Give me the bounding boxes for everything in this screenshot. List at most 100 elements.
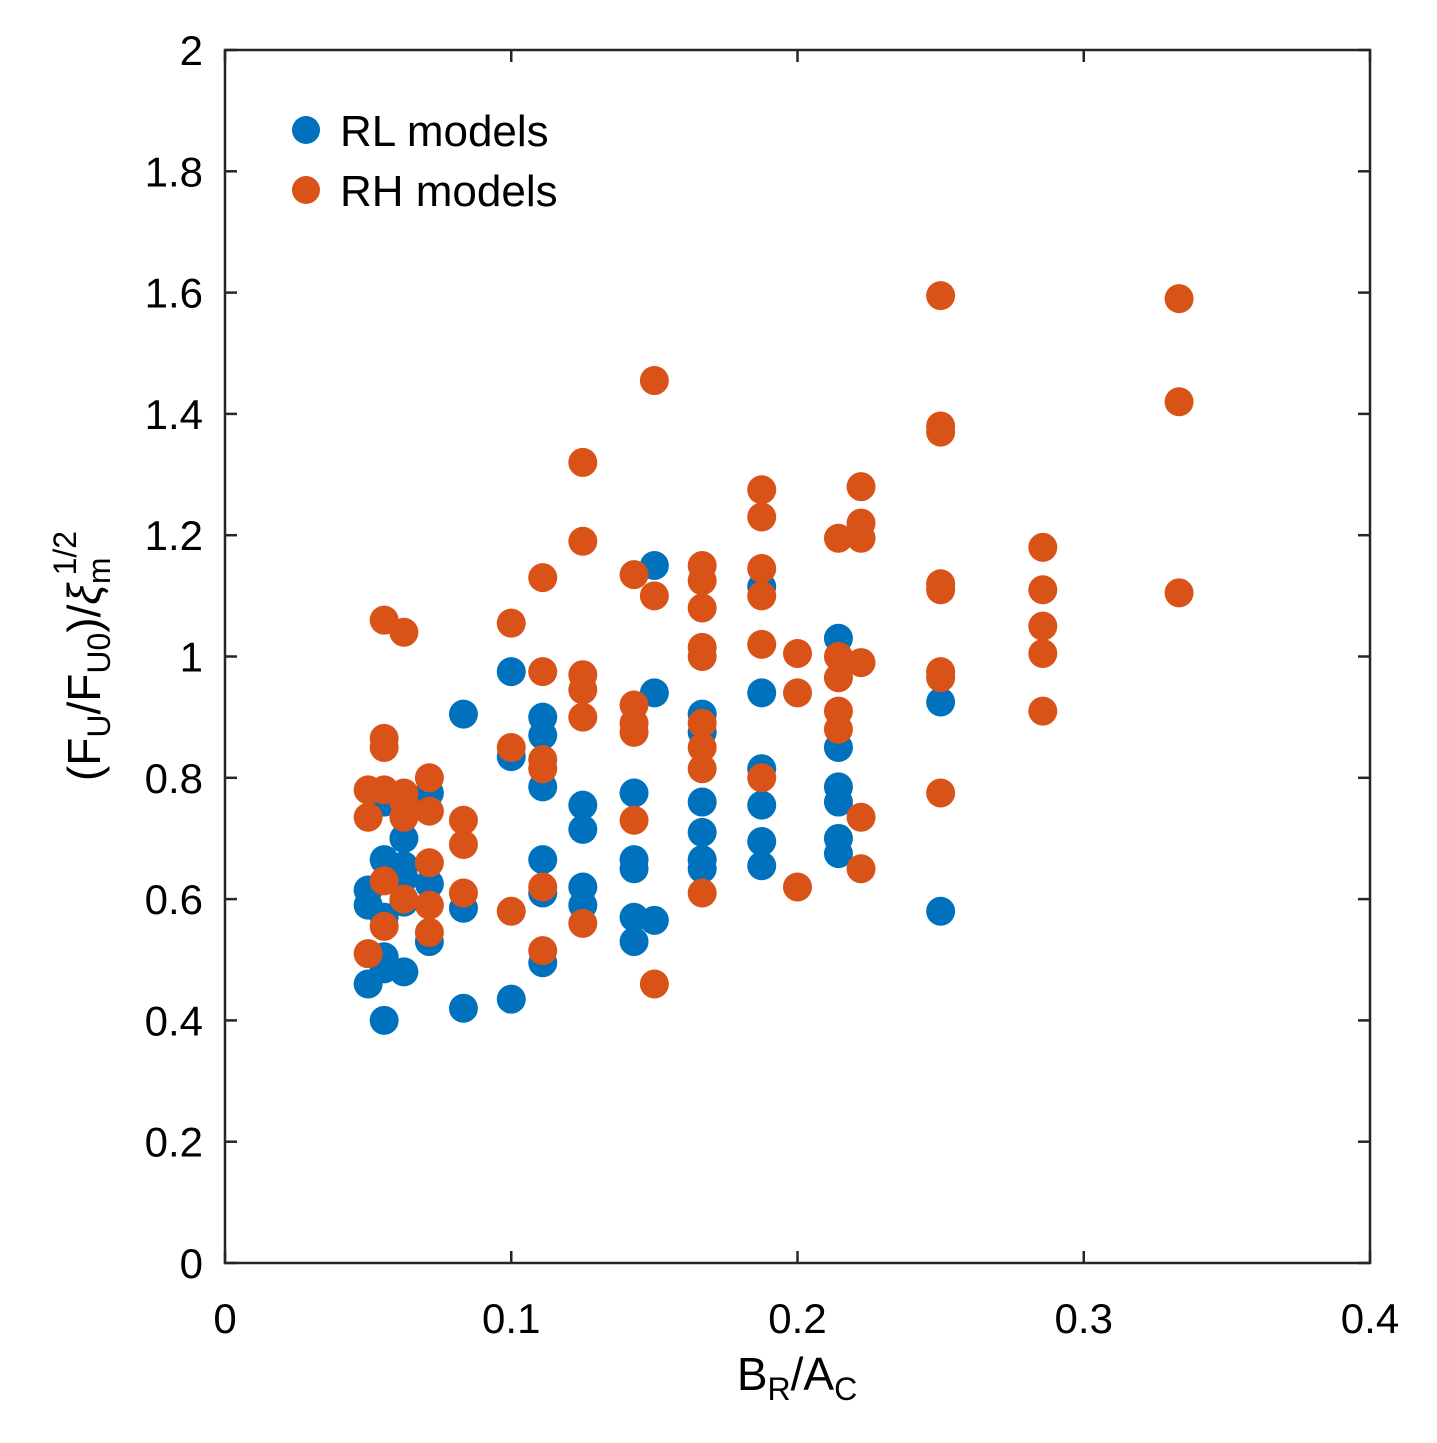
data-point xyxy=(846,523,876,553)
data-point xyxy=(353,939,383,969)
data-point xyxy=(687,642,717,671)
x-label-sub2: C xyxy=(834,1371,857,1407)
data-point xyxy=(496,984,526,1014)
data-point xyxy=(568,908,598,938)
data-point xyxy=(448,699,478,729)
data-point xyxy=(747,790,777,820)
data-point xyxy=(528,936,558,966)
data-point xyxy=(619,717,649,747)
data-point xyxy=(496,657,526,687)
y-label-sup: 1/2 xyxy=(47,531,83,575)
data-point xyxy=(414,869,444,899)
data-point xyxy=(414,890,444,920)
data-point xyxy=(783,872,812,902)
series-rh xyxy=(353,281,1194,999)
data-point xyxy=(448,993,478,1023)
y-label-sub1: U xyxy=(81,715,117,738)
data-point xyxy=(926,778,956,808)
y-label-mid2: )/ xyxy=(58,604,110,632)
data-point xyxy=(747,554,777,584)
data-point xyxy=(747,475,777,505)
y-tick-label: 0.8 xyxy=(145,755,203,802)
data-point xyxy=(823,663,853,693)
data-point xyxy=(783,678,812,708)
legend-marker-rl xyxy=(292,116,320,144)
data-points xyxy=(353,281,1194,1035)
legend-label-rl: RL models xyxy=(340,107,549,156)
data-point xyxy=(747,502,777,532)
data-point xyxy=(448,805,478,835)
x-axis-label: BR/AC xyxy=(737,1348,857,1407)
data-point xyxy=(568,814,598,844)
data-point xyxy=(823,714,853,744)
y-tick-label: 1.8 xyxy=(145,148,203,195)
data-point xyxy=(823,523,853,553)
data-point xyxy=(639,969,669,999)
axis-ticks xyxy=(223,48,1372,1265)
data-point xyxy=(926,687,956,717)
y-label-mid1: /F xyxy=(58,674,110,715)
legend-marker-rh xyxy=(292,176,320,204)
legend: RL models RH models xyxy=(292,107,558,216)
data-point xyxy=(528,872,558,902)
data-point xyxy=(414,763,444,793)
data-point xyxy=(568,526,598,556)
data-point xyxy=(369,911,399,941)
data-point xyxy=(496,608,526,638)
x-label-main: B xyxy=(737,1348,768,1400)
data-point xyxy=(1028,575,1058,605)
x-tick-label: 0 xyxy=(213,1295,236,1342)
data-point xyxy=(1028,532,1058,562)
data-point xyxy=(619,778,649,808)
data-point xyxy=(687,708,717,738)
data-point xyxy=(687,566,717,596)
data-point xyxy=(687,878,717,908)
data-point xyxy=(783,638,812,668)
data-point xyxy=(1028,611,1058,641)
data-point xyxy=(414,917,444,947)
data-point xyxy=(568,790,598,820)
data-point xyxy=(528,657,558,687)
x-label-mid: /A xyxy=(791,1348,835,1400)
data-point xyxy=(568,702,598,732)
data-point xyxy=(389,823,419,853)
data-point xyxy=(687,817,717,847)
data-point xyxy=(496,732,526,762)
data-point xyxy=(639,581,669,611)
data-point xyxy=(747,629,777,659)
legend-label-rh: RH models xyxy=(340,167,558,216)
data-point xyxy=(926,281,956,311)
y-axis-label: (FU/FU0)/ξm1/2 xyxy=(47,531,117,781)
y-label-symbol: ξ xyxy=(58,582,110,605)
data-point xyxy=(747,826,777,856)
data-point xyxy=(389,802,419,832)
data-point xyxy=(687,593,717,623)
data-point xyxy=(687,787,717,817)
data-point xyxy=(687,754,717,784)
data-point xyxy=(389,957,419,987)
data-point xyxy=(926,896,956,926)
data-point xyxy=(619,854,649,884)
x-tick-labels: 0 0.1 0.2 0.3 0.4 xyxy=(213,1295,1399,1342)
series-rl xyxy=(353,551,956,1035)
data-point xyxy=(1028,696,1058,726)
data-point xyxy=(926,417,956,447)
data-point xyxy=(846,802,876,832)
data-point xyxy=(568,447,598,477)
data-point xyxy=(1164,578,1194,608)
data-point xyxy=(619,560,649,590)
data-point xyxy=(1028,638,1058,668)
data-point xyxy=(687,732,717,762)
data-point xyxy=(747,763,777,793)
y-label-pre: (F xyxy=(58,738,110,781)
data-point xyxy=(619,805,649,835)
x-tick-label: 0.1 xyxy=(482,1295,540,1342)
data-point xyxy=(823,787,853,817)
x-tick-label: 0.4 xyxy=(1341,1295,1399,1342)
data-point xyxy=(414,848,444,878)
data-point xyxy=(448,830,478,860)
data-point xyxy=(639,366,669,396)
data-point xyxy=(823,839,853,869)
data-point xyxy=(619,927,649,957)
